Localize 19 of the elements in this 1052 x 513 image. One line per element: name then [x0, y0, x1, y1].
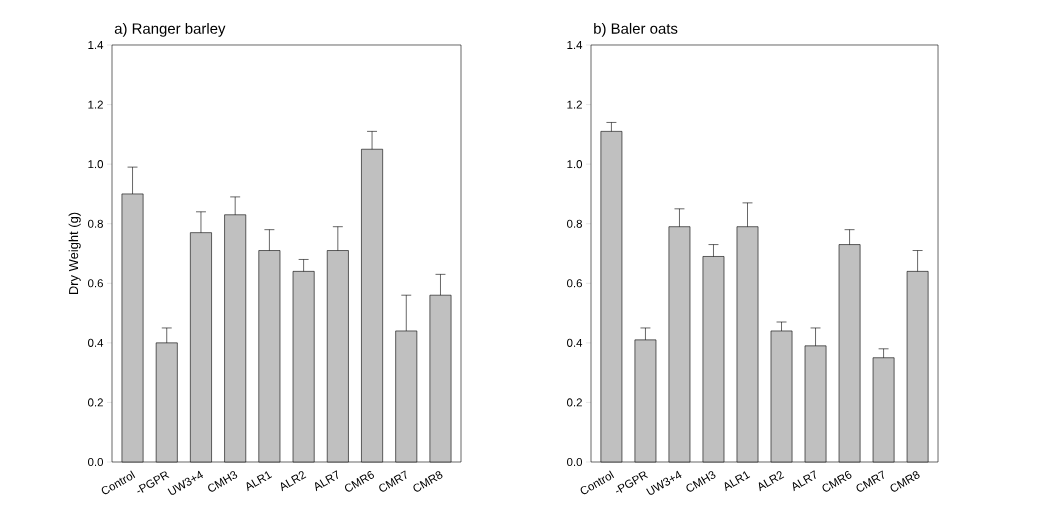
y-tick-label: 0.2 [567, 398, 582, 407]
y-axis-title: Dry Weight (g) [68, 212, 81, 295]
y-tick-label: 1.4 [88, 41, 104, 49]
y-tick-label: 0.2 [88, 398, 103, 407]
y-tick-label: 0.4 [567, 338, 583, 347]
y-tick-label: 0.6 [567, 279, 582, 288]
y-tick-label: 1.0 [88, 160, 104, 169]
y-tick-label: 1.2 [88, 100, 103, 109]
chart-title: b) Baler oats [594, 22, 678, 37]
y-tick-label: 0.0 [88, 457, 104, 467]
y-tick-label: 0.8 [88, 219, 103, 228]
y-tick-label: 0.8 [567, 219, 582, 228]
chart-title: a) Ranger barley [114, 22, 226, 37]
y-tick-label: 1.0 [567, 160, 583, 169]
y-tick-label: 0.4 [88, 338, 104, 347]
y-tick-label: 0.0 [567, 457, 583, 467]
y-tick-label: 1.2 [567, 100, 582, 109]
y-tick-label: 1.4 [567, 41, 583, 49]
y-tick-label: 0.6 [88, 279, 103, 288]
